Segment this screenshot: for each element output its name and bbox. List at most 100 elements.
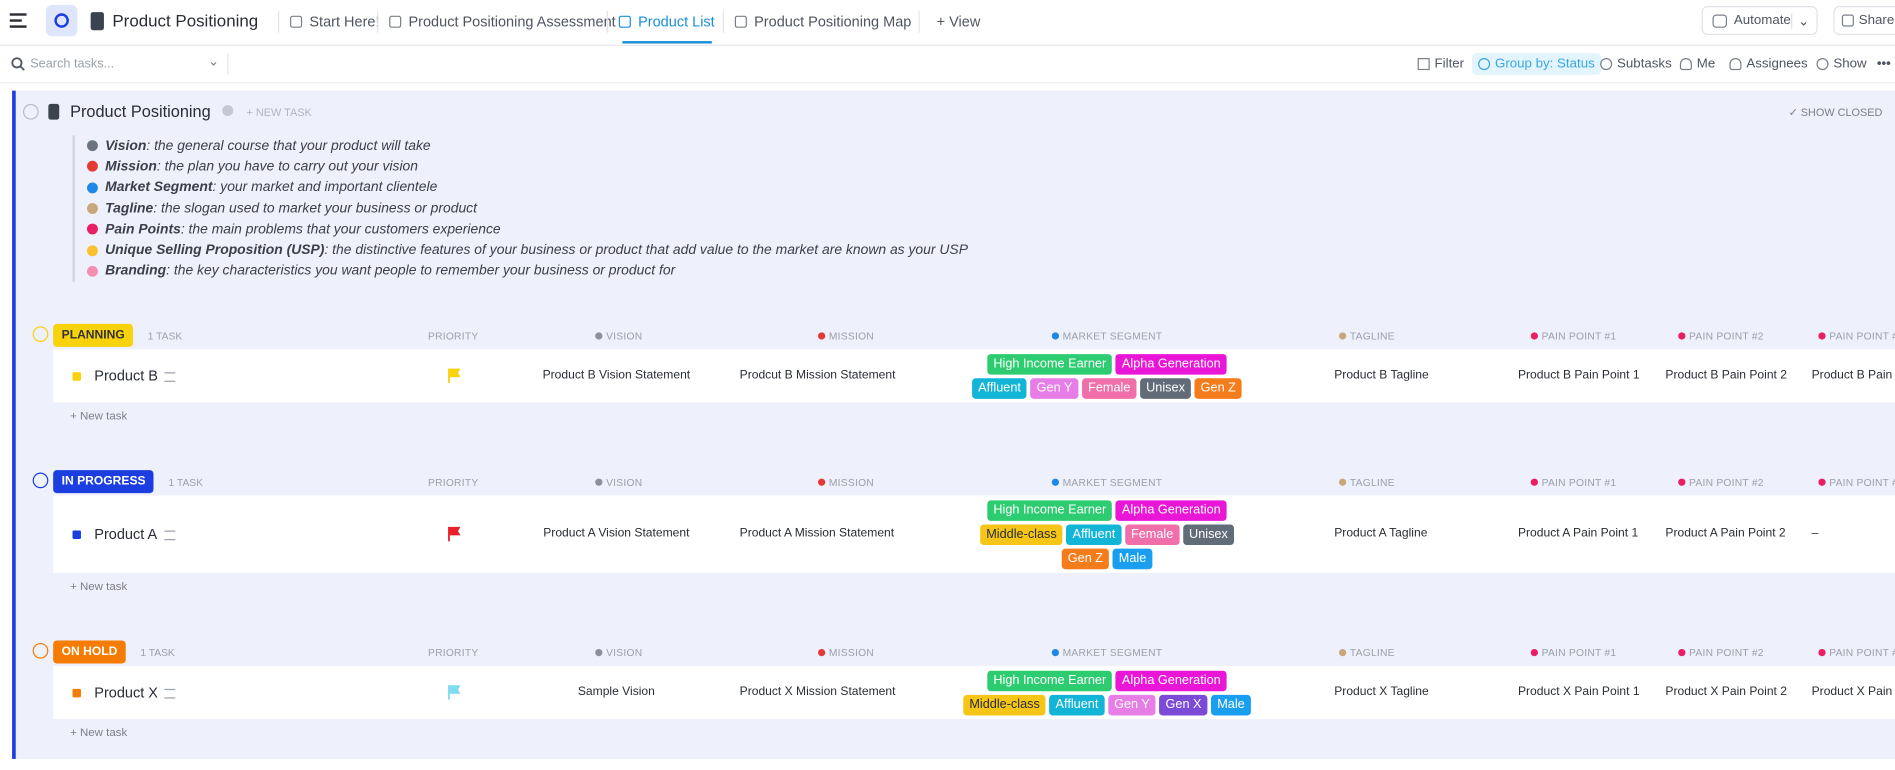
description-text: : the distinctive features of your busin…	[324, 243, 968, 258]
column-label: MISSION	[828, 646, 874, 659]
column-header: PAIN POINT #2	[1678, 330, 1764, 342]
view-tab[interactable]: Product Positioning Assessment	[389, 13, 616, 30]
description-term: Tagline	[105, 201, 154, 216]
description-text: : the plan you have to carry out your vi…	[156, 159, 419, 174]
market-segment-tag: Gen Z	[1061, 548, 1110, 569]
market-segment-tag: Female	[1082, 377, 1137, 399]
column-icon	[1338, 478, 1347, 486]
column-label: VISION	[606, 329, 643, 343]
column-label: PAIN POINT #3	[1829, 476, 1895, 489]
show-label: Show	[1833, 56, 1867, 72]
description-line: Unique Selling Proposition (USP): the di…	[87, 240, 968, 261]
filter-label: Filter	[1434, 56, 1465, 72]
list-stripe	[12, 90, 16, 759]
description-line: Mission: the plan you have to carry out …	[87, 156, 968, 177]
tab-icon	[389, 15, 402, 28]
task-name[interactable]: Product A	[94, 525, 158, 543]
task-name[interactable]: Product X	[94, 684, 158, 701]
tab-label: Product Positioning Assessment	[408, 13, 616, 31]
column-icon	[1338, 648, 1347, 657]
column-header: MARKET SEGMENT	[1051, 476, 1163, 488]
group-by-button[interactable]: Group by: Status	[1472, 53, 1601, 75]
column-label: TAGLINE	[1349, 646, 1395, 659]
view-tab[interactable]: Product List	[618, 13, 715, 30]
mission-cell: Product A Mission Statement	[739, 526, 895, 541]
me-button[interactable]: Me	[1679, 56, 1716, 72]
column-icon	[595, 478, 603, 486]
tagline-cell: Product A Tagline	[1334, 526, 1428, 541]
description-text: : your market and important clientele	[212, 180, 438, 195]
priority-flag[interactable]	[447, 684, 462, 706]
show-button[interactable]: Show	[1816, 56, 1867, 72]
filter-button[interactable]: Filter	[1417, 56, 1465, 72]
status-badge: ON HOLD	[53, 640, 126, 664]
assignees-label: Assignees	[1746, 56, 1808, 72]
tag-line: High Income Earner Alpha Generation	[987, 670, 1227, 691]
priority-flag[interactable]	[447, 367, 462, 389]
description-indicator	[164, 372, 176, 382]
collapse-toggle[interactable]	[22, 103, 39, 120]
priority-flag[interactable]	[447, 526, 462, 548]
show-closed-label: SHOW CLOSED	[1800, 106, 1883, 119]
column-label: PRIORITY	[427, 646, 479, 659]
description-icon	[87, 182, 98, 194]
tab-icon	[734, 15, 747, 28]
description-indicator	[164, 530, 176, 541]
list-icon	[90, 12, 104, 31]
workspace-icon[interactable]	[45, 4, 78, 37]
new-task-button[interactable]: + New task	[70, 726, 128, 740]
new-task-button[interactable]: + NEW TASK	[246, 106, 312, 119]
subtasks-button[interactable]: Subtasks	[1600, 57, 1672, 71]
automate-label: Automate	[1733, 13, 1791, 28]
task-name[interactable]: Product B	[94, 367, 158, 385]
description-icon	[87, 140, 98, 152]
view-tab[interactable]: Product Positioning Map	[734, 13, 911, 30]
new-task-button[interactable]: + New task	[70, 580, 128, 594]
market-segment-tag: Gen X	[1159, 694, 1208, 715]
column-header: PAIN POINT #1	[1530, 476, 1617, 488]
column-label: MARKET SEGMENT	[1062, 329, 1163, 343]
description-icon	[87, 203, 98, 214]
show-closed-button[interactable]: ✓ SHOW CLOSED	[1788, 106, 1883, 119]
column-header: VISION	[595, 330, 642, 342]
column-label: MISSION	[828, 329, 874, 343]
column-icon	[1338, 332, 1347, 340]
view-tab[interactable]: Start Here!	[290, 13, 380, 30]
new-task-button[interactable]: + New task	[70, 409, 128, 423]
description-term: Market Segment	[105, 180, 213, 195]
assignees-button[interactable]: Assignees	[1729, 56, 1808, 72]
column-header: PAIN POINT #3	[1818, 647, 1895, 659]
share-button[interactable]: Share	[1833, 6, 1895, 36]
tagline-cell: Product X Tagline	[1334, 685, 1429, 699]
group-toggle[interactable]	[32, 642, 49, 659]
column-label: VISION	[606, 646, 643, 659]
column-icon	[818, 478, 826, 486]
info-icon[interactable]	[222, 105, 234, 117]
automate-button[interactable]: Automate ⌄	[1701, 6, 1818, 36]
description-icon	[87, 161, 98, 173]
group-toggle[interactable]	[32, 326, 49, 343]
column-icon	[595, 648, 603, 657]
task-row[interactable]	[53, 495, 1895, 573]
market-segment-tag: Affluent	[1049, 694, 1105, 715]
column-header: PAIN POINT #1	[1530, 330, 1617, 342]
group-toggle[interactable]	[32, 472, 49, 489]
add-view[interactable]: + View	[936, 13, 981, 31]
me-label: Me	[1696, 56, 1716, 72]
tab-underline	[622, 41, 712, 44]
search-chevron[interactable]: ⌄	[207, 54, 220, 69]
status-square	[72, 371, 81, 381]
status-square	[72, 688, 81, 697]
menu-button[interactable]	[9, 12, 29, 29]
toolbar	[0, 46, 1895, 84]
column-header: PRIORITY	[428, 476, 478, 488]
column-label: PAIN POINT #2	[1689, 329, 1764, 343]
group-by-label: Group by: Status	[1494, 56, 1595, 72]
column-label: PAIN POINT #3	[1829, 646, 1895, 659]
more-button[interactable]: •••	[1876, 56, 1891, 72]
search-input[interactable]: Search tasks...	[30, 56, 115, 72]
description-line: Vision: the general course that your pro…	[87, 135, 968, 156]
description-line: Branding: the key characteristics you wa…	[87, 261, 968, 282]
list-description: Vision: the general course that your pro…	[72, 135, 968, 282]
column-label: VISION	[606, 476, 643, 489]
